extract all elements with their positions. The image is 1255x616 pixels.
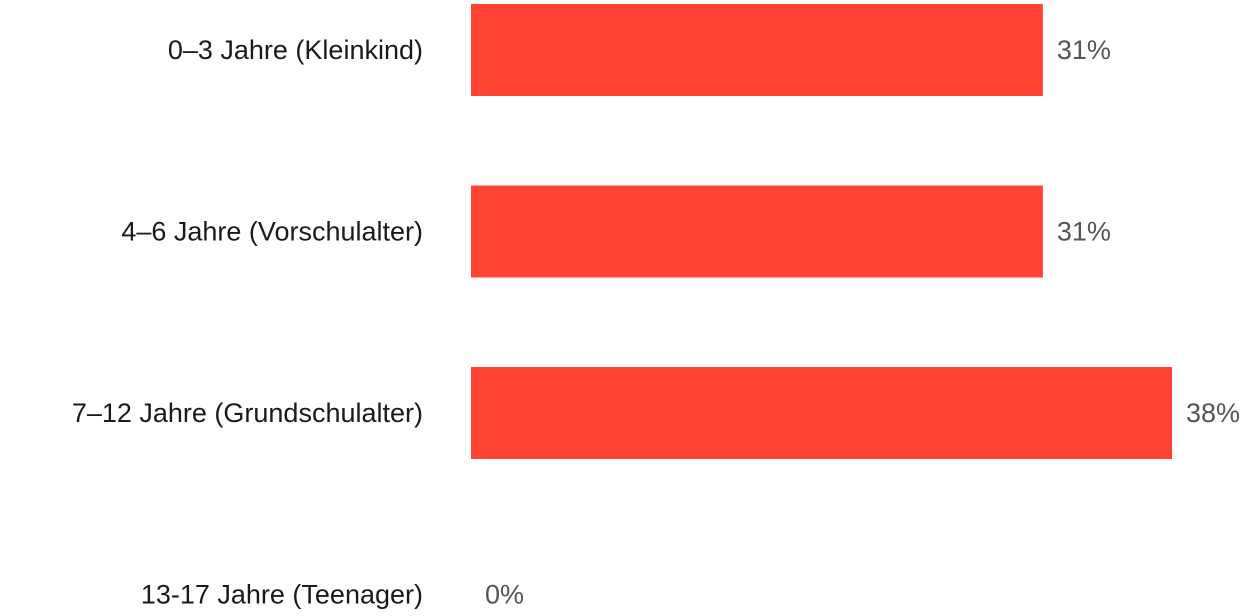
bar <box>471 4 1043 96</box>
value-label: 31% <box>1057 35 1111 65</box>
category-label: 7–12 Jahre (Grundschulalter) <box>72 398 423 428</box>
bars <box>471 4 1172 459</box>
value-label: 38% <box>1186 398 1240 428</box>
value-label: 31% <box>1057 217 1111 247</box>
category-label: 13-17 Jahre (Teenager) <box>141 580 423 610</box>
value-labels: 31% 31% 38% 0% <box>485 35 1240 610</box>
category-labels: 0–3 Jahre (Kleinkind) 4–6 Jahre (Vorschul… <box>72 35 423 610</box>
bar <box>471 367 1172 459</box>
category-label: 0–3 Jahre (Kleinkind) <box>168 35 423 65</box>
bar <box>471 185 1043 278</box>
value-label: 0% <box>485 580 524 610</box>
category-label: 4–6 Jahre (Vorschulalter) <box>121 217 423 247</box>
